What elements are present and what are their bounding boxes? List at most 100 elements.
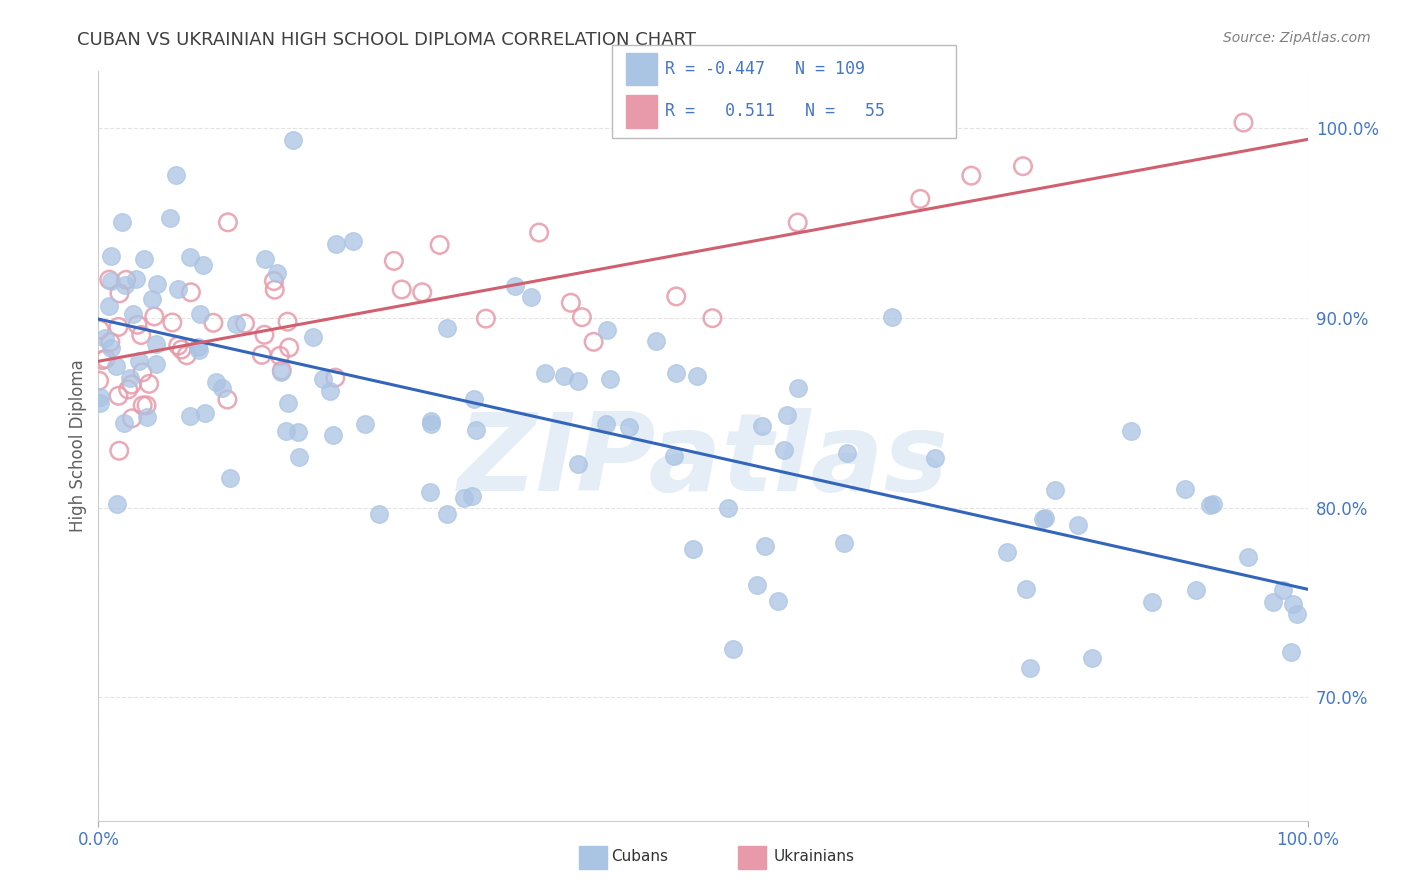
Point: [145, 336, 167, 351]
Point: [786, 381, 808, 395]
Point: [995, 544, 1018, 558]
Point: [1236, 550, 1258, 565]
Point: [270, 365, 292, 379]
Point: [217, 215, 239, 229]
Point: [617, 420, 640, 434]
Point: [100, 275, 122, 289]
Point: [391, 283, 413, 297]
Point: [571, 310, 593, 325]
Point: [170, 343, 193, 357]
Point: [204, 375, 226, 389]
Point: [127, 318, 149, 332]
Point: [179, 250, 201, 264]
Point: [190, 307, 212, 321]
Point: [567, 457, 589, 471]
Point: [747, 578, 769, 592]
Point: [553, 368, 575, 383]
Point: [89, 396, 111, 410]
Point: [301, 330, 323, 344]
Point: [751, 418, 773, 433]
Point: [276, 424, 298, 438]
Point: [277, 396, 299, 410]
Point: [87, 374, 110, 388]
Point: [527, 226, 550, 240]
Point: [136, 410, 159, 425]
Point: [218, 471, 240, 485]
Text: Source: ZipAtlas.com: Source: ZipAtlas.com: [1223, 31, 1371, 45]
Point: [188, 343, 211, 357]
Point: [125, 272, 148, 286]
Point: [1285, 607, 1308, 621]
Point: [94, 351, 117, 366]
Point: [1067, 518, 1090, 533]
Point: [325, 237, 347, 252]
Point: [520, 290, 543, 304]
Point: [312, 372, 335, 386]
Point: [167, 339, 190, 353]
Point: [645, 334, 668, 349]
Point: [159, 211, 181, 225]
Point: [436, 321, 458, 335]
Point: [461, 489, 484, 503]
Point: [503, 279, 526, 293]
Point: [98, 334, 121, 349]
Point: [342, 234, 364, 248]
Point: [353, 417, 375, 431]
Point: [91, 353, 114, 368]
Point: [266, 266, 288, 280]
Point: [129, 328, 152, 343]
Point: [143, 310, 166, 324]
Point: [117, 383, 139, 397]
Point: [180, 285, 202, 300]
Point: [685, 368, 707, 383]
Point: [475, 311, 498, 326]
Point: [98, 299, 121, 313]
Point: [141, 293, 163, 307]
Point: [202, 316, 225, 330]
Point: [283, 133, 305, 147]
Point: [368, 508, 391, 522]
Point: [128, 353, 150, 368]
Point: [105, 497, 128, 511]
Point: [773, 443, 796, 458]
Point: [114, 277, 136, 292]
Point: [664, 366, 686, 380]
Point: [165, 169, 187, 183]
Point: [775, 409, 797, 423]
Y-axis label: High School Diploma: High School Diploma: [69, 359, 87, 533]
Point: [596, 323, 619, 337]
Point: [1140, 595, 1163, 609]
Point: [1202, 497, 1225, 511]
Point: [786, 216, 808, 230]
Point: [108, 443, 131, 458]
Point: [1012, 159, 1035, 173]
Point: [837, 446, 859, 460]
Point: [463, 392, 485, 407]
Point: [1033, 511, 1056, 525]
Point: [145, 357, 167, 371]
Point: [217, 392, 239, 407]
Point: [1261, 595, 1284, 609]
Point: [89, 390, 111, 404]
Point: [1119, 425, 1142, 439]
Point: [682, 542, 704, 557]
Point: [436, 507, 458, 521]
Point: [270, 363, 292, 377]
Point: [567, 374, 589, 388]
Point: [107, 389, 129, 403]
Point: [115, 273, 138, 287]
Point: [111, 215, 134, 229]
Point: [193, 258, 215, 272]
Point: [465, 423, 488, 437]
Point: [1232, 115, 1254, 129]
Text: Cubans: Cubans: [612, 849, 669, 863]
Point: [269, 349, 291, 363]
Point: [233, 317, 256, 331]
Point: [120, 371, 142, 385]
Point: [1032, 512, 1054, 526]
Point: [138, 376, 160, 391]
Point: [1018, 660, 1040, 674]
Point: [122, 307, 145, 321]
Point: [768, 594, 790, 608]
Point: [910, 192, 932, 206]
